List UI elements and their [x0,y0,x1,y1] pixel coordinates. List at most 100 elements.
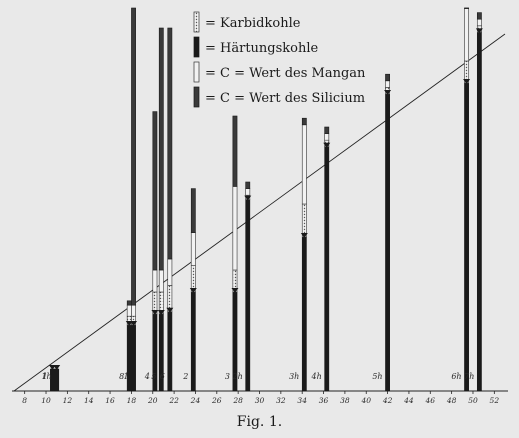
bar-segment-silicium [131,7,136,306]
x-tick-label: 40 [360,396,371,405]
bar-marker [166,307,174,313]
x-tick-label: 36 [319,396,329,405]
x-tick-label: 46 [425,396,436,405]
x-tick-label: 24 [190,396,201,405]
bar-segment-mangan [152,269,158,293]
x-tick-label: 50 [468,396,478,405]
bar-marker [231,288,239,293]
bar-label: 4h [310,372,321,381]
bar-segment-haertungskohle [54,368,60,392]
legend-label: = Härtungskohle [205,41,319,56]
bar-segment-silicium [167,27,173,260]
bar-segment-haertungskohle [131,324,136,392]
bar-segment-silicium [190,188,196,233]
legend-label: = Karbidkohle [205,16,301,31]
bar-marker [323,142,331,148]
bar-marker [189,288,197,293]
bar-label: 8 [119,372,124,381]
x-tick-label: 10 [41,396,51,405]
chart-plot: 8 10 12 14 16 18 20 22 24 26 28 30 32 34 36 38 40 42 44 46 4… [12,7,508,405]
bar-label: 3h [289,372,299,381]
bar-segment-mangan [167,258,173,286]
bar-segment-mangan [158,269,164,293]
bar-segment-haertungskohle [190,291,196,392]
x-tick-label: 14 [84,396,94,405]
bar-segment-mangan [301,124,307,205]
bar-segment-haertungskohle [167,311,173,392]
bar-segment-karbidkohle [301,203,307,238]
legend-label: = C = Wert des Silicium [205,91,365,106]
bar-marker [157,310,165,315]
x-tick-label: 16 [105,396,115,405]
x-tick-label: 28 [232,396,243,405]
bar-segment-haertungskohle [476,32,482,392]
x-tick-label: 34 [297,396,307,405]
x-tick-label: 26 [211,396,222,405]
bar-label: 1 [123,372,128,381]
bar-marker [475,28,483,34]
legend-swatch-mangan [193,61,200,83]
bar-segment-mangan [245,188,251,196]
legend: = Karbidkohle = Härtungskohle = C = Wert d… [193,11,366,108]
x-tick-label: 8 [22,396,27,405]
bar-segment-mangan [190,232,196,266]
x-axis-ticks: 8 10 12 14 16 18 20 22 24 26 28 30 32 34 36 38 40 42 44 46 4… [22,391,499,405]
bar-segment-mangan [232,186,238,271]
x-tick-label: 32 [276,396,286,405]
x-tick-label: 22 [168,396,179,405]
bar-label: 6h [451,372,461,381]
bar-segment-mangan [385,80,390,88]
x-tick-label: 52 [490,396,500,405]
bar-segment-silicium [464,7,469,9]
bar-marker [463,79,471,84]
bar-segment-silicium [245,181,251,189]
bar-label: 1 [42,372,47,381]
bar-segment-mangan [464,7,469,62]
bar-segment-silicium [324,126,330,134]
x-tick-label: 42 [382,396,393,405]
bar-segment-silicium [158,27,164,271]
bar-label: 6 [160,372,165,381]
bar-segment-haertungskohle [301,236,307,392]
bar-segment-silicium [126,300,132,306]
bar-marker [130,321,138,326]
bar-label: 2 [182,372,188,381]
bar-label: 2h [232,372,243,381]
x-tick-label: 30 [255,396,265,405]
legend-label: = C = Wert des Mangan [205,66,366,81]
bar-marker [151,310,159,315]
x-tick-label: 18 [127,396,137,405]
bar-segment-silicium [385,73,390,82]
bar-label: 4 [144,372,150,381]
x-tick-label: 20 [147,396,158,405]
bar-label: 7h [464,372,474,381]
legend-swatch-silicium [193,86,200,108]
bar-segment-mangan [324,133,330,141]
bar-segment-mangan [131,304,136,317]
bar-segment-silicium [152,111,158,271]
bar-label: 1h [41,372,51,381]
bar-segment-mangan [476,18,482,27]
bar-marker [384,90,392,95]
bar-segment-silicium [232,115,238,187]
bar-segment-haertungskohle [464,82,469,392]
bar-label: 5 [151,372,156,381]
bar-label: 5h [372,372,382,381]
bar-group: 11h 8 1 4 5 6 2 3 2h 3h 4h 5h 6h 7h [41,7,483,392]
x-tick-label: 48 [446,396,457,405]
bar-segment-silicium [476,12,482,20]
bar-segment-haertungskohle [324,146,330,392]
bar-marker [53,365,61,370]
bar-marker [300,233,308,238]
bar-marker [244,195,252,201]
diagonal-reference-line [13,33,506,392]
bar-segment-haertungskohle [126,324,132,392]
x-tick-label: 38 [340,396,350,405]
bar-segment-silicium [301,117,307,126]
bar-label: 3 [225,372,230,381]
x-tick-label: 44 [403,396,414,405]
figure-caption: Fig. 1. [236,414,283,430]
bar-segment-mangan [126,304,132,317]
legend-swatch-haertungskohle [193,36,200,58]
